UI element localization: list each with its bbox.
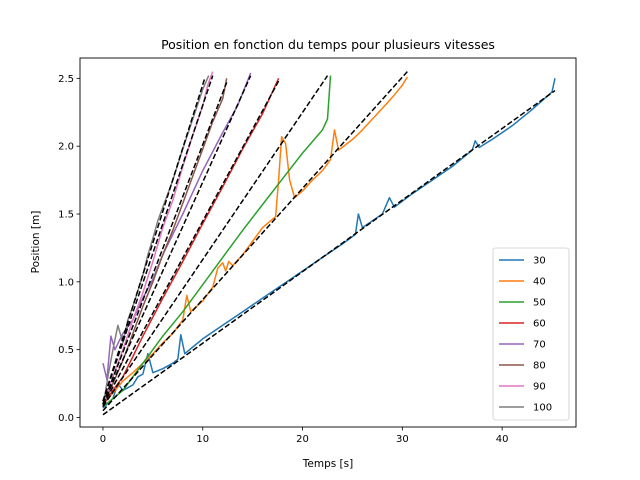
series-line-50 bbox=[102, 75, 332, 408]
fit-line-6 bbox=[102, 82, 228, 405]
fit-line-4 bbox=[102, 80, 280, 406]
legend-label-30: 30 bbox=[533, 256, 546, 267]
y-tick-label: 0.0 bbox=[58, 413, 74, 424]
y-tick-label: 2.0 bbox=[58, 142, 74, 153]
y-tick-label: 1.0 bbox=[58, 277, 74, 288]
y-tick-label: 1.5 bbox=[58, 210, 74, 221]
y-tick-label: 0.5 bbox=[58, 345, 74, 356]
series-line-100 bbox=[102, 75, 210, 407]
y-axis-label: Position [m] bbox=[30, 211, 42, 274]
legend-label-70: 70 bbox=[533, 340, 546, 351]
legend-label-90: 90 bbox=[533, 382, 546, 393]
x-axis: 0 10 20 30 40 bbox=[100, 427, 509, 445]
plot-frame bbox=[79, 57, 577, 428]
fit-lines-layer bbox=[102, 71, 556, 416]
fit-line-1 bbox=[102, 89, 556, 416]
fit-line-5 bbox=[102, 75, 252, 405]
x-tick-label: 20 bbox=[296, 434, 309, 445]
legend-label-50: 50 bbox=[533, 298, 546, 309]
x-tick-label: 0 bbox=[100, 434, 106, 445]
fit-line-7 bbox=[102, 75, 214, 402]
legend: 30 40 50 60 70 80 90 100 bbox=[492, 247, 570, 421]
legend-label-60: 60 bbox=[533, 319, 546, 330]
series-line-30 bbox=[102, 78, 556, 409]
y-axis: 0.0 0.5 1.0 1.5 2.0 2.5 bbox=[58, 74, 80, 424]
legend-box bbox=[492, 247, 570, 421]
chart-title: Position en fonction du temps pour plusi… bbox=[161, 37, 495, 52]
fit-line-8 bbox=[102, 78, 206, 402]
legend-label-40: 40 bbox=[533, 277, 546, 288]
x-tick-label: 10 bbox=[196, 434, 209, 445]
x-tick-label: 40 bbox=[496, 434, 509, 445]
x-tick-label: 30 bbox=[396, 434, 409, 445]
legend-label-100: 100 bbox=[533, 403, 552, 414]
legend-label-80: 80 bbox=[533, 361, 546, 372]
fit-line-3 bbox=[102, 75, 329, 408]
x-axis-label: Temps [s] bbox=[302, 458, 353, 470]
fit-line-2 bbox=[102, 71, 408, 412]
y-tick-label: 2.5 bbox=[58, 74, 74, 85]
